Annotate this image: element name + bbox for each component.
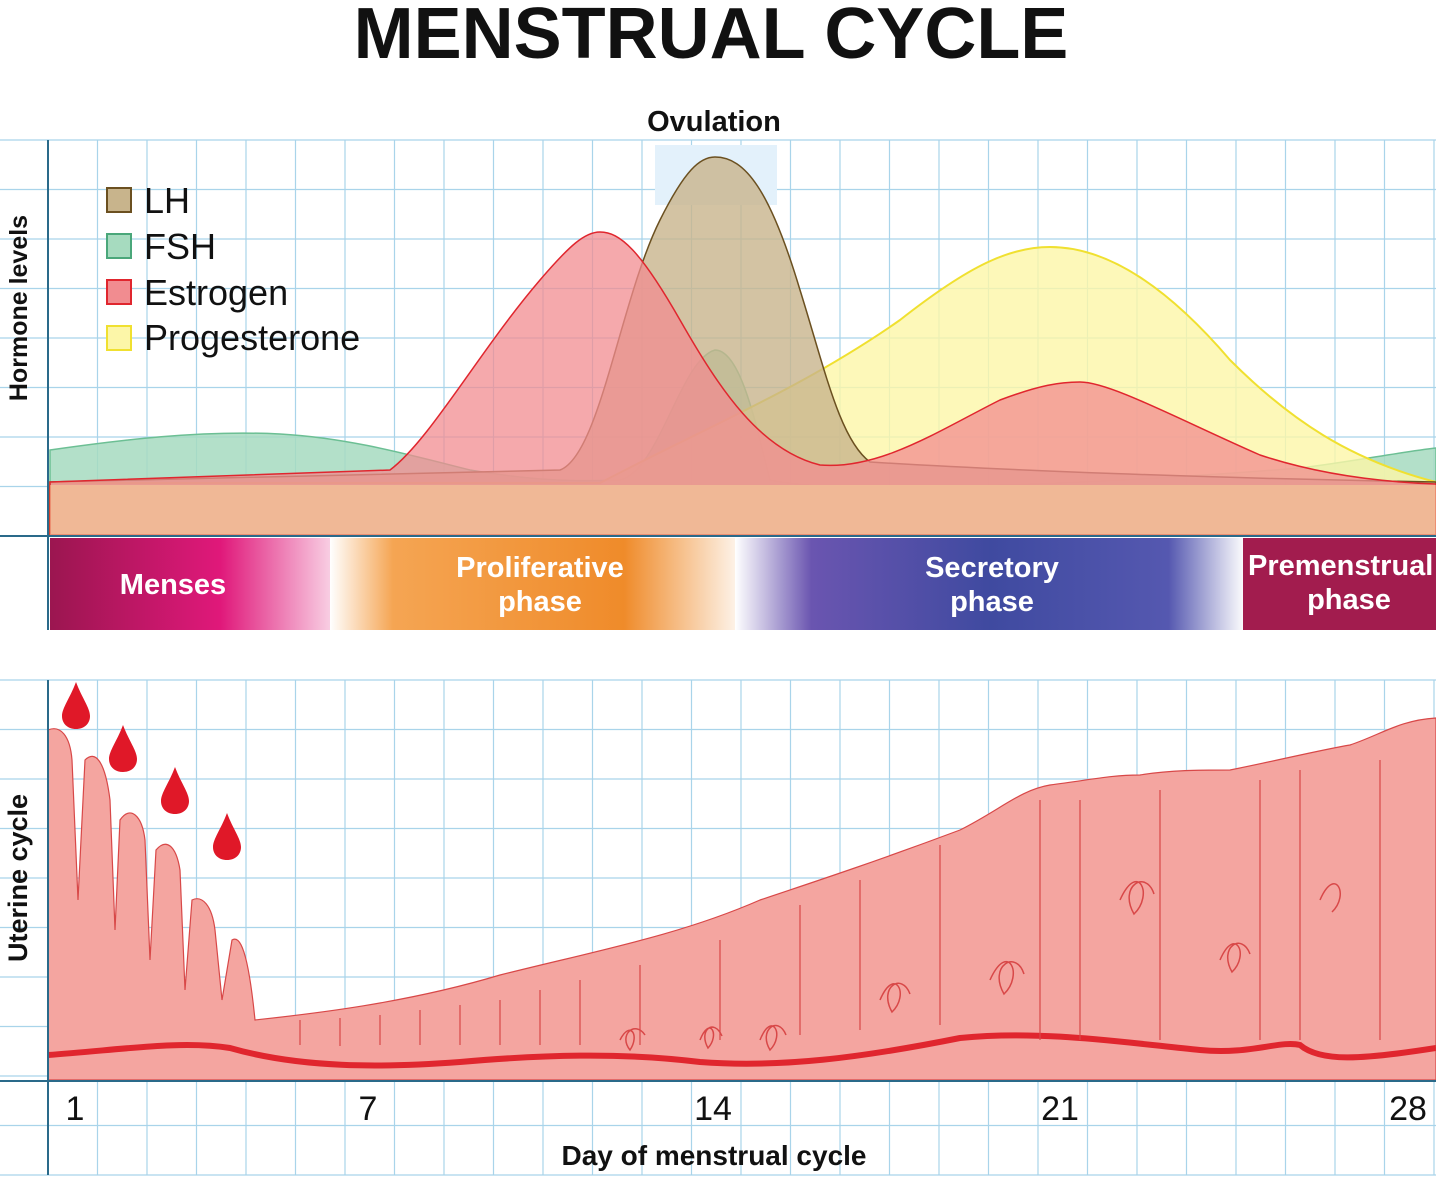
legend-swatch-progesterone: [106, 325, 132, 351]
endometrium: [47, 717, 1436, 1081]
x-tick-label-1: 1: [66, 1090, 85, 1128]
blood-drop-icon: [213, 813, 241, 860]
legend-swatch-lh: [106, 187, 132, 213]
phase-proliferative-label-2: phase: [498, 586, 582, 618]
uterine-y-label: Uterine cycle: [3, 794, 33, 962]
blood-drop-icon: [161, 767, 189, 814]
hormone-base-band: [50, 485, 1436, 535]
phase-secretory-label-2: phase: [950, 586, 1034, 618]
hormone-legend: LH FSH Estrogen Progesterone: [106, 180, 360, 358]
blood-drop-icon: [109, 725, 137, 772]
phase-proliferative-band: [330, 538, 750, 630]
x-tick-label-14: 14: [694, 1090, 732, 1128]
hormone-y-label: Hormone levels: [5, 215, 33, 401]
x-tick-label-7: 7: [359, 1090, 378, 1128]
x-axis-ticks: 1 7 14 21 28: [66, 1090, 1427, 1128]
legend-label-estrogen: Estrogen: [144, 272, 288, 313]
x-tick-label-28: 28: [1389, 1090, 1427, 1128]
blood-drop-icon: [62, 682, 90, 729]
phase-menses-band: [50, 538, 360, 630]
phase-premenstrual-label-2: phase: [1307, 584, 1391, 616]
ovulation-label: Ovulation: [647, 106, 781, 138]
estrogen-curve: [49, 231, 1436, 536]
x-axis-label: Day of menstrual cycle: [561, 1140, 866, 1171]
phase-secretory-band: [735, 538, 1245, 630]
legend-label-lh: LH: [144, 180, 190, 221]
legend-label-progesterone: Progesterone: [144, 317, 360, 358]
phase-secretory-label: Secretory: [925, 552, 1059, 584]
blood-drops: [62, 682, 241, 860]
phase-menses-label: Menses: [120, 569, 226, 601]
figure-title: MENSTRUAL CYCLE: [354, 0, 1069, 74]
x-tick-label-21: 21: [1041, 1090, 1079, 1128]
legend-swatch-fsh: [106, 233, 132, 259]
gland-coils: [619, 880, 1341, 1052]
phase-premenstrual-label: Premenstrual: [1248, 550, 1433, 582]
basal-layer-line: [47, 1032, 1436, 1069]
phase-bar: Menses Proliferative phase Secretory pha…: [50, 538, 1436, 630]
gland-crypts: [299, 760, 1381, 1046]
legend-swatch-estrogen: [106, 279, 132, 305]
phase-proliferative-label: Proliferative: [456, 552, 624, 584]
endometrium-shape: [47, 717, 1436, 1081]
legend-label-fsh: FSH: [144, 226, 216, 267]
phase-premenstrual-band: [1243, 538, 1436, 630]
hormone-curves: [49, 156, 1436, 536]
